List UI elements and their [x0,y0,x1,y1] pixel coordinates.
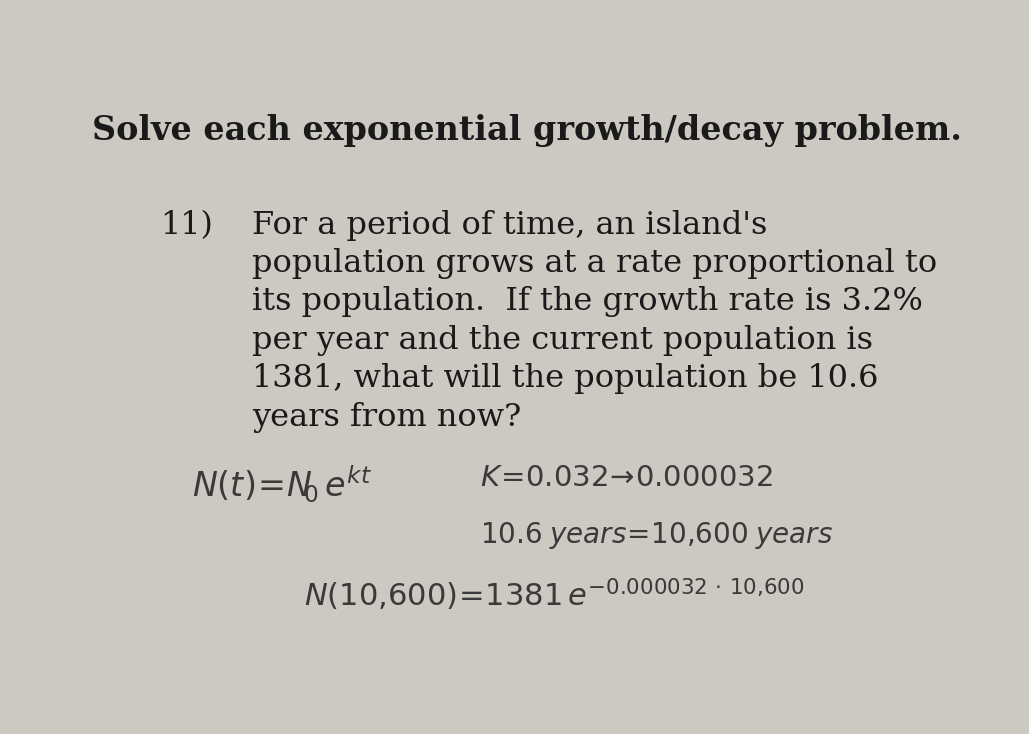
Text: For a period of time, an island's: For a period of time, an island's [252,210,768,241]
Text: 11): 11) [161,210,213,241]
Text: Solve each exponential growth/decay problem.: Solve each exponential growth/decay prob… [93,114,962,147]
Text: $K\!=\!0.032 \!\rightarrow\! 0.000032$: $K\!=\!0.032 \!\rightarrow\! 0.000032$ [480,464,773,492]
Text: 1381, what will the population be 10.6: 1381, what will the population be 10.6 [252,363,879,394]
Text: $10.6\;years\!=\!10{,}600\;years$: $10.6\;years\!=\!10{,}600\;years$ [480,520,832,551]
Text: $N(t)\!=\!N_{\!\!0}\,e^{kt}$: $N(t)\!=\!N_{\!\!0}\,e^{kt}$ [192,464,372,505]
Text: population grows at a rate proportional to: population grows at a rate proportional … [252,248,937,279]
Text: its population.  If the growth rate is 3.2%: its population. If the growth rate is 3.… [252,286,923,318]
Text: $N(10{,}600)\!=\!1381\,e^{-0.000032\,\cdot\,10{,}600}$: $N(10{,}600)\!=\!1381\,e^{-0.000032\,\cd… [305,577,805,614]
Text: years from now?: years from now? [252,401,522,433]
Text: per year and the current population is: per year and the current population is [252,325,874,356]
